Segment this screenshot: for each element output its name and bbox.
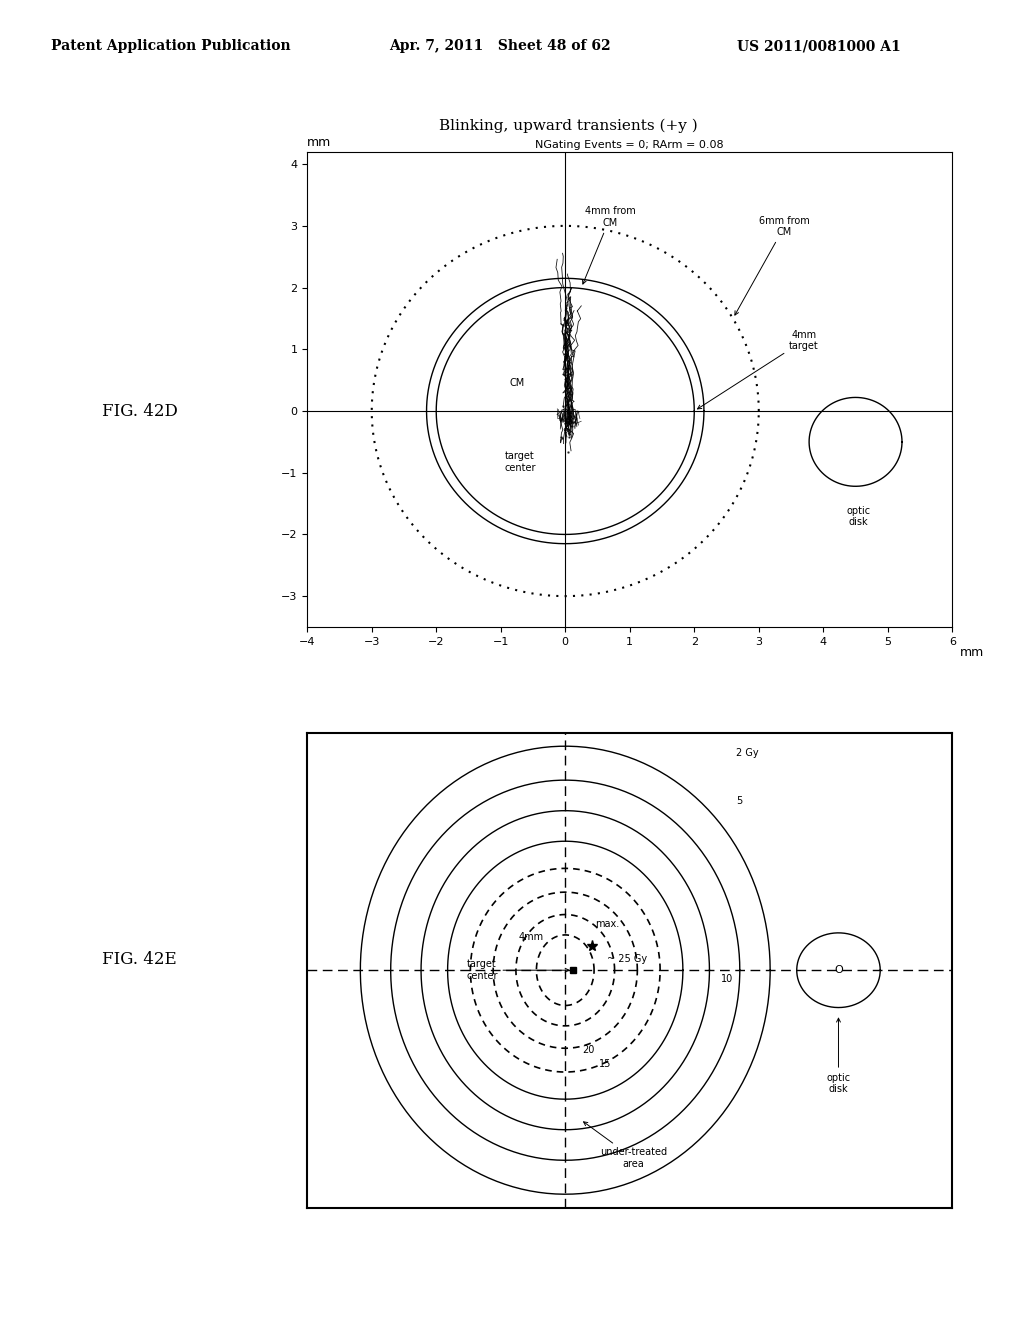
Text: 10: 10	[721, 974, 733, 985]
Text: under-treated
area: under-treated area	[584, 1122, 667, 1170]
Text: FIG. 42D: FIG. 42D	[102, 403, 178, 420]
Text: target
center: target center	[505, 451, 536, 473]
Text: 2 Gy: 2 Gy	[736, 748, 759, 759]
Text: O: O	[835, 965, 843, 975]
Text: optic
disk: optic disk	[826, 1018, 851, 1094]
Text: ~ 25 Gy: ~ 25 Gy	[607, 954, 647, 964]
Text: optic
disk: optic disk	[847, 506, 870, 527]
Text: 6mm from
CM: 6mm from CM	[735, 215, 810, 315]
Text: target
center: target center	[466, 960, 569, 981]
Text: max.: max.	[596, 920, 620, 929]
Text: Apr. 7, 2011   Sheet 48 of 62: Apr. 7, 2011 Sheet 48 of 62	[389, 40, 610, 53]
Text: 4mm: 4mm	[518, 932, 544, 941]
Title: NGating Events = 0; RArm = 0.08: NGating Events = 0; RArm = 0.08	[536, 140, 724, 149]
Text: Blinking, upward transients (+y ): Blinking, upward transients (+y )	[439, 119, 697, 132]
Text: Patent Application Publication: Patent Application Publication	[51, 40, 291, 53]
Text: US 2011/0081000 A1: US 2011/0081000 A1	[737, 40, 901, 53]
Text: 4mm from
CM: 4mm from CM	[583, 206, 636, 284]
Text: 15: 15	[599, 1059, 611, 1069]
Text: 5: 5	[736, 796, 742, 807]
Text: 20: 20	[582, 1045, 594, 1055]
Text: FIG. 42E: FIG. 42E	[102, 950, 177, 968]
Text: mm: mm	[307, 136, 332, 149]
Text: CM: CM	[509, 379, 524, 388]
X-axis label: mm: mm	[959, 645, 984, 659]
Text: 4mm
target: 4mm target	[697, 330, 819, 409]
